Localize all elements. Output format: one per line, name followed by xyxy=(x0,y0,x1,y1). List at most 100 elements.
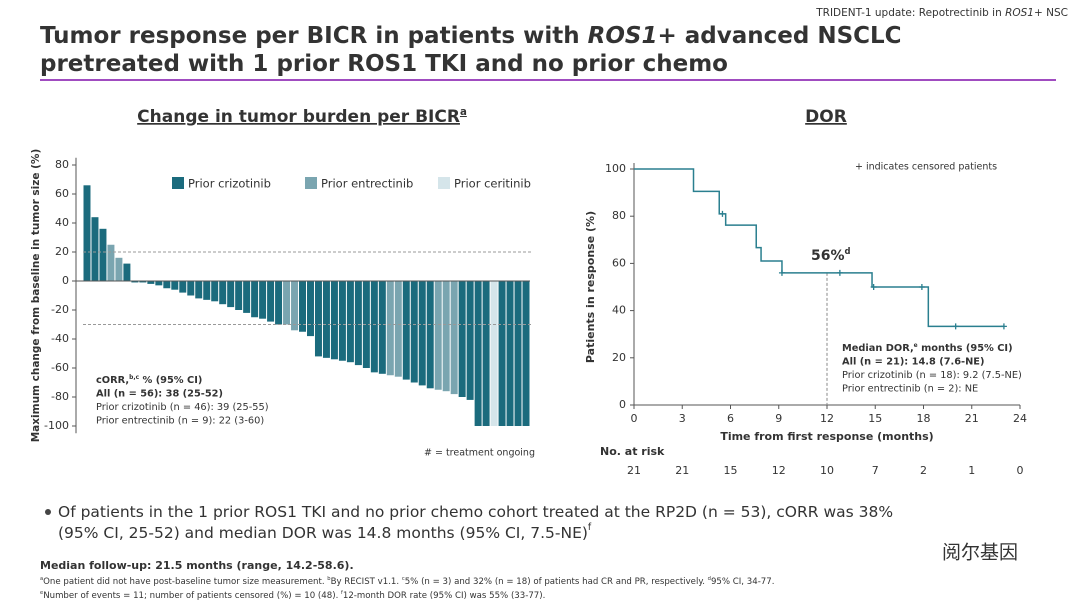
text-run: NSC xyxy=(1043,7,1068,19)
bullet-dot xyxy=(45,509,51,515)
text-run: 12-month DOR rate (95% CI) was 55% (33-7… xyxy=(343,591,545,601)
watermark: 阅尔基因 xyxy=(942,542,1018,564)
x-tick-label: 3 xyxy=(679,412,686,425)
legend-swatch xyxy=(172,177,184,189)
text-run: % (95% CI) xyxy=(139,375,202,386)
superscript: f xyxy=(341,590,343,596)
note: # = treatment ongoing xyxy=(424,448,535,459)
censor-mark xyxy=(836,269,843,276)
bar xyxy=(115,257,123,281)
bar xyxy=(434,281,442,390)
followup: Median follow-up: 21.5 months (range, 14… xyxy=(40,559,354,572)
bar xyxy=(402,281,410,380)
bar xyxy=(426,281,434,389)
at-risk-value: 7 xyxy=(872,464,879,477)
bar xyxy=(474,281,482,426)
bullet-text: (95% CI, 25-52) and median DOR was 14.8 … xyxy=(58,522,592,542)
bar xyxy=(466,281,474,400)
legend-label: Prior crizotinib xyxy=(188,177,271,191)
y-tick-label: 20 xyxy=(55,245,69,258)
censor-mark xyxy=(778,269,785,276)
bar xyxy=(107,244,115,281)
text-run: All (n = 21): 14.8 (7.6-NE) xyxy=(842,357,984,368)
y-tick-label: 0 xyxy=(62,274,69,287)
superscript: d xyxy=(708,576,711,582)
bar xyxy=(179,281,187,293)
y-tick-label: 80 xyxy=(612,209,626,222)
bar xyxy=(522,281,530,426)
bar xyxy=(211,281,219,302)
censor-mark xyxy=(918,284,925,290)
x-tick-label: 9 xyxy=(775,412,782,425)
bar xyxy=(490,281,498,426)
x-tick-label: 15 xyxy=(868,412,882,425)
at-risk-value: 2 xyxy=(920,464,927,477)
bar xyxy=(450,281,458,395)
y-axis-label: Patients in response (%) xyxy=(584,211,597,363)
box-line: Prior crizotinib (n = 46): 39 (25-55) xyxy=(96,402,269,413)
y-axis-label: Maximum change from baseline in tumor si… xyxy=(30,149,42,443)
bar xyxy=(203,281,211,300)
bar xyxy=(482,281,490,426)
box-line: Median DOR,e months (95% CI) xyxy=(842,343,1013,355)
text-run: Prior entrectinib (n = 2): NE xyxy=(842,384,978,395)
legend-swatch xyxy=(305,177,317,189)
bar xyxy=(370,281,378,373)
landmark-label: 56%d xyxy=(811,245,851,264)
y-tick-label: 100 xyxy=(605,162,626,175)
bar xyxy=(259,281,267,319)
text-run: Prior crizotinib (n = 46): 39 (25-55) xyxy=(96,402,269,413)
text-run: 5% (n = 3) and 32% (n = 18) of patients … xyxy=(405,577,708,587)
x-tick-label: 18 xyxy=(917,412,931,425)
y-tick-label: 60 xyxy=(612,256,626,269)
at-risk-value: 10 xyxy=(820,464,834,477)
text-run: One patient did not have post-baseline t… xyxy=(43,577,327,587)
censor-mark xyxy=(719,210,726,217)
bar xyxy=(195,281,203,299)
y-tick-label: -20 xyxy=(51,303,69,316)
y-tick-label: 40 xyxy=(612,304,626,317)
italic-run: ROS1+ xyxy=(1005,7,1043,19)
bar xyxy=(243,281,251,313)
bar xyxy=(386,281,394,376)
x-axis-label: Time from first response (months) xyxy=(720,430,933,443)
censor-note: + indicates censored patients xyxy=(855,162,997,173)
x-tick-label: 6 xyxy=(727,412,734,425)
slide-title: Tumor response per BICR in patients with… xyxy=(40,23,902,49)
at-risk-value: 0 xyxy=(1017,464,1024,477)
bar xyxy=(291,281,299,331)
superscript: c xyxy=(402,576,405,582)
bar xyxy=(442,281,450,392)
censor-mark xyxy=(1000,323,1007,330)
y-tick-label: 20 xyxy=(612,351,626,364)
x-tick-label: 21 xyxy=(965,412,979,425)
superscript: b,c xyxy=(129,375,139,381)
bar xyxy=(514,281,522,426)
text-run: TRIDENT-1 update: Repotrectinib in xyxy=(815,7,1005,19)
x-tick-label: 0 xyxy=(631,412,638,425)
superscript: e xyxy=(40,590,43,596)
bar xyxy=(171,281,179,290)
bar xyxy=(131,281,139,283)
bar xyxy=(147,281,155,284)
text-run: Prior entrectinib (n = 9): 22 (3-60) xyxy=(96,416,264,427)
bar xyxy=(267,281,275,322)
text-run: All (n = 56): 38 (25-52) xyxy=(96,389,223,400)
landmark-value: 56% xyxy=(811,248,845,264)
bar xyxy=(219,281,227,305)
bullet-text: Of patients in the 1 prior ROS1 TKI and … xyxy=(58,503,893,521)
censor-mark xyxy=(870,284,877,290)
box-line: All (n = 21): 14.8 (7.6-NE) xyxy=(842,357,984,368)
bar xyxy=(362,281,370,368)
text-run: months (95% CI) xyxy=(918,343,1013,354)
box-line: cORR,b,c % (95% CI) xyxy=(96,375,202,387)
text-run: Change in tumor burden per BICR xyxy=(137,107,460,127)
superscript: a xyxy=(460,107,467,118)
bar xyxy=(330,281,338,360)
bar xyxy=(83,185,91,281)
bar xyxy=(275,281,283,325)
superscript: d xyxy=(845,245,851,255)
bar xyxy=(338,281,346,361)
km-line xyxy=(634,168,1004,328)
